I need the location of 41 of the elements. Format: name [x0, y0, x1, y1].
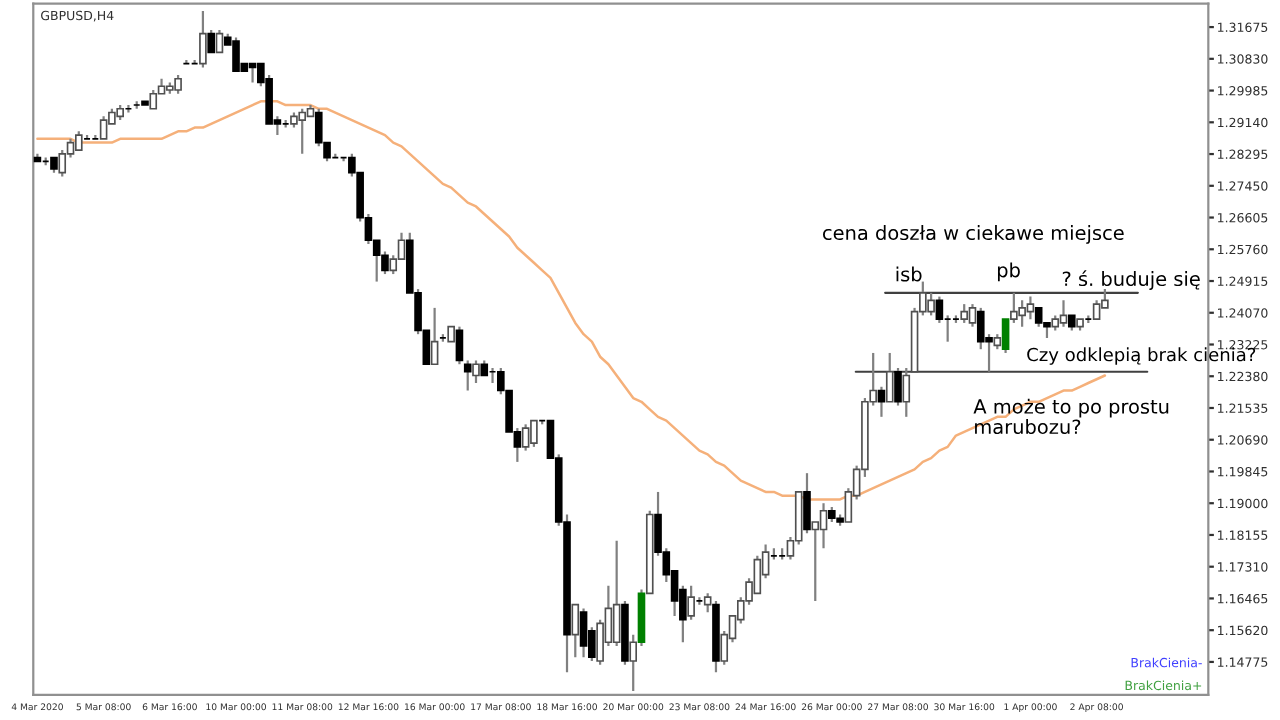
candlestick: [455, 325, 464, 366]
candlestick: [298, 107, 307, 155]
annotation: cena doszła w ciekawe miejsce: [822, 225, 1124, 244]
candlestick: [99, 115, 108, 140]
annotation: Czy odklepią brak cienia?: [1027, 347, 1256, 365]
candlestick: [248, 62, 257, 84]
candlestick: [927, 291, 935, 317]
candlestick: [902, 366, 911, 418]
candlestick: [1010, 291, 1018, 325]
candlestick: [960, 303, 969, 325]
candlestick: [521, 423, 530, 452]
candlestick: [1092, 299, 1101, 321]
candlestick: [1001, 318, 1010, 355]
annotation: A może to po prostu marubozu?: [973, 398, 1169, 435]
candlestick: [1059, 299, 1068, 328]
candlestick: [687, 584, 695, 621]
candlestick: [174, 73, 182, 95]
candlestick: [935, 295, 944, 325]
candlestick: [703, 592, 712, 614]
candlestick: [1026, 295, 1035, 321]
candlestick: [877, 385, 886, 418]
candlestick: [530, 419, 538, 448]
candlestick: [753, 554, 762, 595]
candlestick: [430, 306, 439, 366]
candlestick: [612, 539, 621, 648]
candlestick: [472, 359, 480, 385]
candlestick: [215, 28, 224, 54]
candlestick: [74, 130, 83, 152]
candlestick: [579, 607, 588, 659]
annotation: isb: [896, 266, 922, 282]
candlestick: [968, 303, 977, 328]
candlestick: [1018, 299, 1026, 328]
candlestick: [803, 472, 811, 535]
candlestick: [571, 603, 580, 659]
candlestick: [207, 28, 216, 54]
annotation: pb: [997, 262, 1020, 282]
candlestick: [232, 36, 240, 73]
annotation: ? ś. buduje się: [1062, 270, 1200, 290]
candlestick: [149, 88, 158, 110]
candlestick: [199, 10, 207, 69]
candlestick: [819, 502, 828, 550]
